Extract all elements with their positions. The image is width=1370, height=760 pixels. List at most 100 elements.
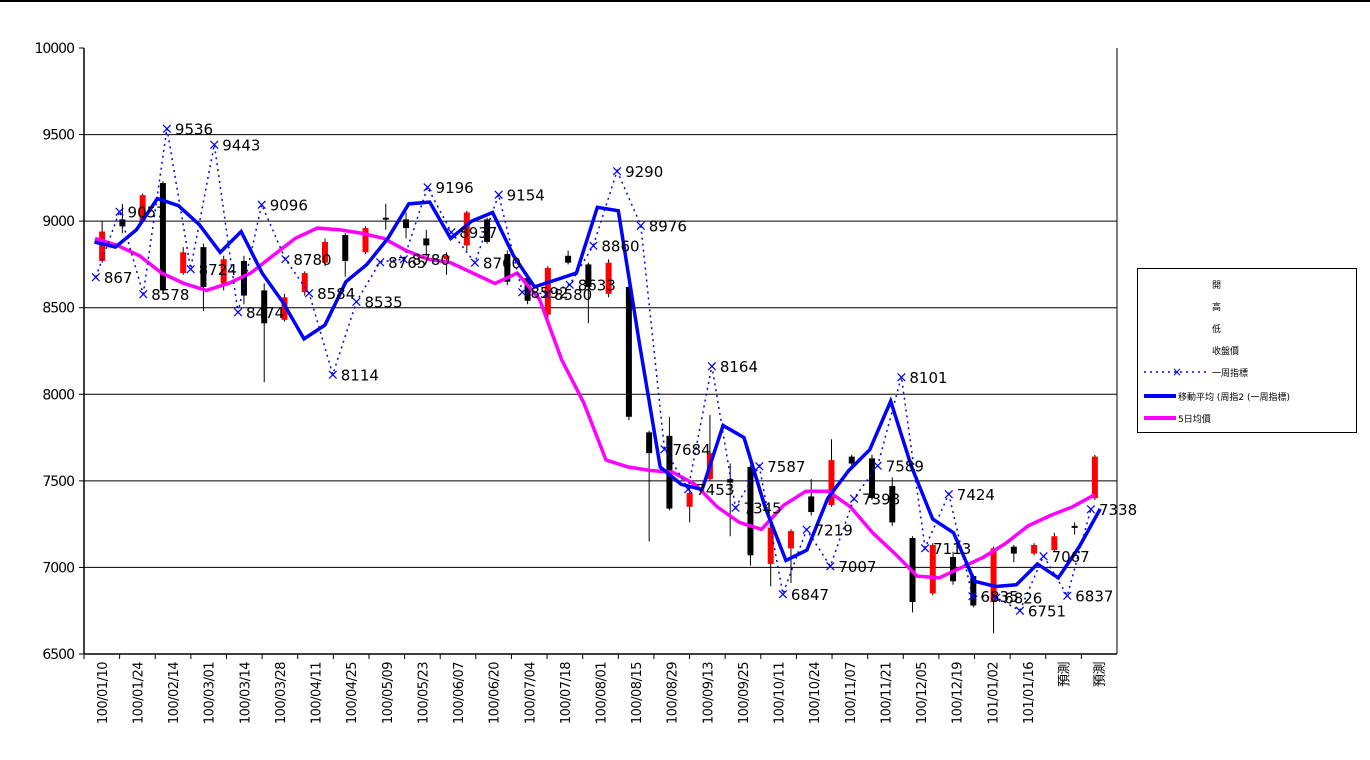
x-tick-label: 100/10/11 [773,662,788,724]
candle-body [646,432,653,454]
data-label: 8580 [554,286,592,304]
candles [99,181,1098,634]
x-tick-label: 100/03/01 [203,662,218,724]
weekly-marker: × [137,285,150,303]
candle-body [1031,544,1038,554]
candle-body [382,217,389,220]
legend-label-close: 收盤價 [1212,346,1240,357]
x-tick-label: 101/01/16 [1022,662,1037,724]
weekly-marker: × [706,357,719,375]
y-tick-label: 7000 [42,560,74,576]
candle-body [403,219,410,229]
y-tick-label: 8000 [42,387,74,403]
weekly-marker: × [895,368,908,386]
weekly-marker: × [919,539,932,557]
legend-item-high: 高 [1142,297,1354,315]
data-label: 7345 [744,500,782,518]
weekly-marker: × [611,162,624,180]
data-label: 7453 [696,481,734,499]
candle-body [869,458,876,499]
data-label: 8760 [483,255,521,273]
candle-body [544,267,551,315]
legend-label-high: 高 [1212,302,1222,313]
weekly-marker: × [800,521,813,539]
candle-body [767,527,774,564]
y-tick-label: 6500 [42,647,74,663]
data-label: 7113 [933,540,971,558]
data-label: 6847 [791,586,829,604]
candle-body [524,278,531,301]
data-label: 8584 [317,285,355,303]
data-label: 8780 [293,251,331,269]
legend-label-weekly: 一周指標 [1212,368,1249,379]
weekly-marker: × [374,253,387,271]
data-label: 7067 [1052,548,1090,566]
candle-body [301,273,308,293]
legend-swatch-ma-magenta [1142,409,1178,427]
weekly-marker: × [1061,587,1074,605]
weekly-marker: × [445,223,458,241]
data-label: 8937 [459,224,497,242]
x-tick-label: 100/09/13 [701,662,716,724]
candle-body [200,247,207,287]
legend-swatch-ma-blue [1142,387,1178,405]
x-tick-label: 100/02/14 [167,662,182,724]
legend-item-ma-blue: 移動平均 (周指2 (一周指標) [1142,387,1354,405]
x-tick-label: 100/09/25 [737,662,752,724]
weekly-marker: × [871,456,884,474]
series-lines [94,128,1102,612]
candle-body [240,260,247,296]
x-tick-label: 100/03/14 [238,662,253,724]
data-label: 8592 [530,284,568,302]
candle-body [321,241,328,263]
data-label: 867 [104,269,133,287]
candle-body [261,290,268,324]
data-label: 9536 [175,120,213,138]
candle-body [220,259,227,284]
data-label: 6837 [1075,588,1113,606]
data-label: 7684 [672,441,710,459]
x-tick-label: 100/05/09 [381,662,396,724]
svg-text:×: × [1172,365,1182,379]
legend-item-open: 開 [1142,275,1354,293]
series-line-ma-magenta [94,226,1096,580]
data-label: 7338 [1099,501,1137,519]
data-label: 7587 [767,458,805,476]
candle-body [159,183,166,291]
candle-body [828,460,835,506]
x-tick-label: 100/08/01 [595,662,610,724]
candle-body [180,252,187,274]
x-tick-label: 100/03/28 [274,662,289,724]
weekly-marker: × [729,499,742,517]
legend-swatch-close [1142,341,1212,359]
weekly-marker: × [587,236,600,254]
data-label: 9196 [436,179,474,197]
candle-body [119,219,126,227]
candle-body [443,255,450,260]
legend-item-close: 收盤價 [1142,341,1354,359]
legend-item-ma-magenta: 5日均價 [1142,409,1354,427]
candle-body [848,456,855,464]
weekly-marker: × [848,490,861,508]
data-label: 8780 [412,251,450,269]
legend-item-weekly: × 一周指標 [1142,363,1354,381]
candle-body [1091,456,1098,499]
x-tick-label: 預測 [1058,662,1073,687]
weekly-marker: × [1014,602,1027,620]
candle-body [1071,525,1078,528]
x-tick-label: 100/11/07 [844,662,859,724]
weekly-marker: × [516,283,529,301]
candle-body [990,548,997,603]
data-label: 9290 [625,163,663,181]
data-label: 9057 [128,203,166,221]
candle-body [625,286,632,417]
x-tick-label: 101/01/02 [986,662,1001,724]
x-axis-ticks: 100/01/10 100/01/24 100/02/14 100/03/01 100/… [83,654,1108,724]
data-label: 8101 [909,369,947,387]
data-label: 8976 [649,217,687,235]
x-tick-label: 100/11/21 [879,662,894,724]
candle-body [889,486,896,523]
candle-body [1010,546,1017,554]
weekly-marker: × [161,119,174,137]
